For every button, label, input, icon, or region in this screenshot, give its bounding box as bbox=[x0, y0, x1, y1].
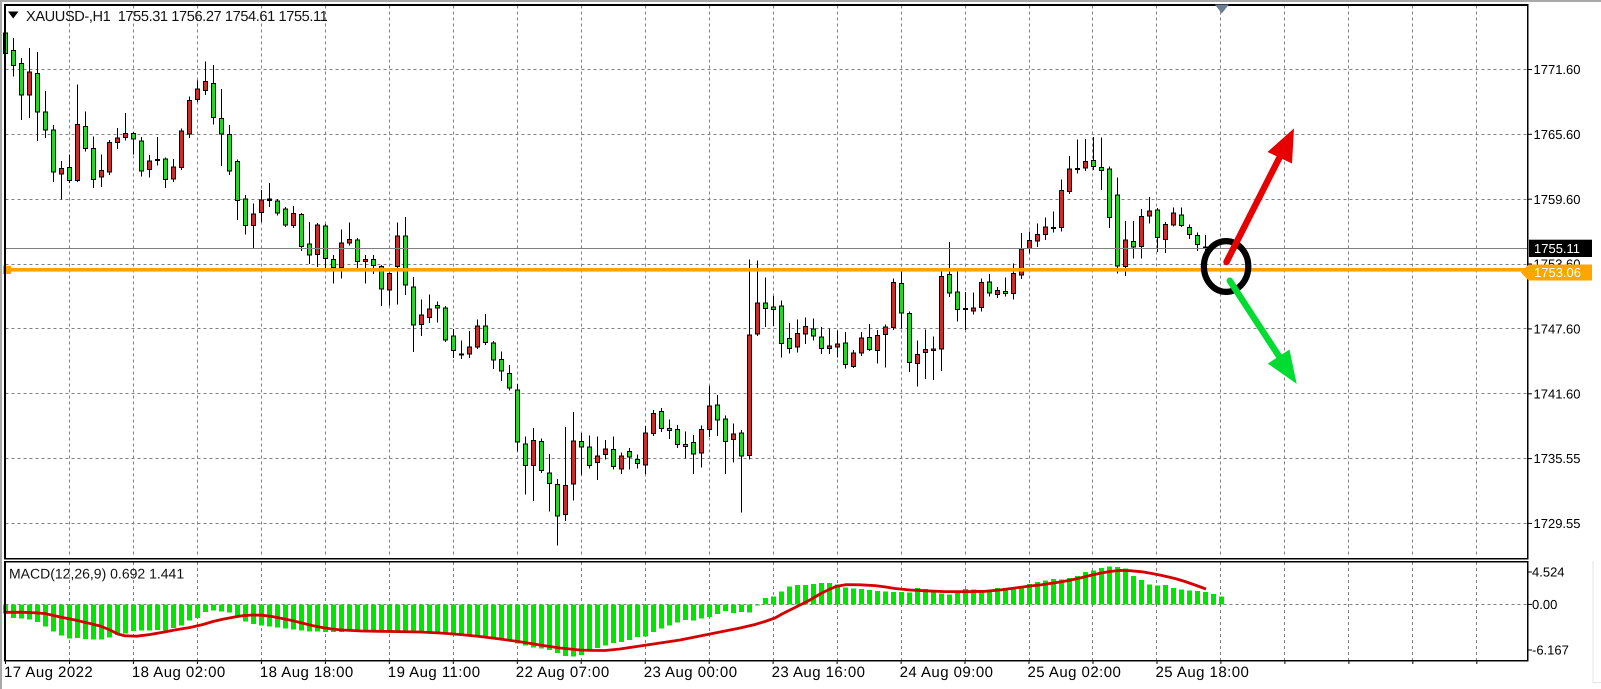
svg-text:1759.60: 1759.60 bbox=[1534, 192, 1581, 207]
svg-text:4.524: 4.524 bbox=[1532, 565, 1565, 580]
svg-text:1741.60: 1741.60 bbox=[1534, 386, 1581, 401]
svg-text:1729.55: 1729.55 bbox=[1534, 516, 1581, 531]
svg-text:23 Aug 16:00: 23 Aug 16:00 bbox=[772, 664, 866, 681]
svg-text:-6.167: -6.167 bbox=[1532, 643, 1569, 658]
svg-text:23 Aug 00:00: 23 Aug 00:00 bbox=[644, 664, 738, 681]
svg-text:1765.60: 1765.60 bbox=[1534, 127, 1581, 142]
svg-text:1747.60: 1747.60 bbox=[1534, 322, 1581, 337]
svg-text:1735.55: 1735.55 bbox=[1534, 451, 1581, 466]
svg-text:XAUUSD-,H1 1755.31 1756.27 17: XAUUSD-,H1 1755.31 1756.27 1754.61 1755.… bbox=[26, 9, 328, 25]
svg-text:17 Aug 2022: 17 Aug 2022 bbox=[4, 664, 93, 681]
svg-text:19 Aug 11:00: 19 Aug 11:00 bbox=[388, 664, 481, 681]
svg-text:1771.60: 1771.60 bbox=[1534, 62, 1581, 77]
svg-text:22 Aug 07:00: 22 Aug 07:00 bbox=[516, 664, 610, 681]
svg-text:18 Aug 18:00: 18 Aug 18:00 bbox=[260, 664, 354, 681]
svg-text:MACD(12,26,9) 0.692 1.441: MACD(12,26,9) 0.692 1.441 bbox=[9, 566, 184, 582]
svg-text:0.00: 0.00 bbox=[1532, 597, 1557, 612]
svg-text:25 Aug 18:00: 25 Aug 18:00 bbox=[1156, 664, 1250, 681]
svg-text:1753.06: 1753.06 bbox=[1534, 265, 1581, 280]
svg-text:24 Aug 09:00: 24 Aug 09:00 bbox=[900, 664, 994, 681]
svg-text:25 Aug 02:00: 25 Aug 02:00 bbox=[1028, 664, 1122, 681]
svg-text:18 Aug 02:00: 18 Aug 02:00 bbox=[132, 664, 226, 681]
svg-text:1755.11: 1755.11 bbox=[1534, 241, 1580, 256]
